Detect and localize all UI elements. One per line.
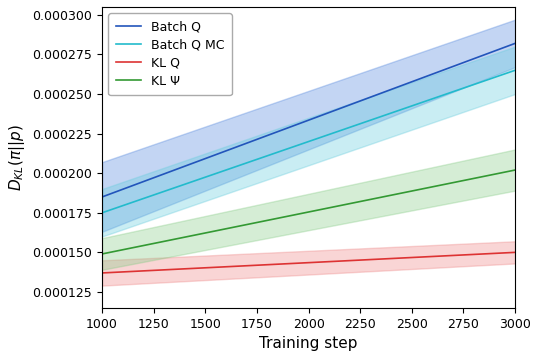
KL Q xyxy=(491,251,498,256)
KL Ψ xyxy=(477,175,483,179)
KL Ψ xyxy=(176,236,182,241)
Batch Q xyxy=(176,166,182,170)
Batch Q xyxy=(512,41,518,45)
Batch Q MC xyxy=(124,202,130,206)
Batch Q MC xyxy=(209,173,215,177)
Batch Q MC xyxy=(99,211,105,215)
Batch Q MC xyxy=(491,75,498,79)
Line: KL Ψ: KL Ψ xyxy=(102,170,515,254)
KL Ψ xyxy=(124,247,130,251)
KL Q xyxy=(116,270,122,274)
Line: Batch Q: Batch Q xyxy=(102,43,515,197)
KL Q xyxy=(209,265,215,270)
Batch Q xyxy=(491,49,498,53)
KL Q xyxy=(124,270,130,274)
Batch Q MC xyxy=(116,205,122,209)
Legend: Batch Q, Batch Q MC, KL Q, KL Ψ: Batch Q, Batch Q MC, KL Q, KL Ψ xyxy=(108,13,232,95)
Batch Q xyxy=(124,185,130,190)
Line: Batch Q MC: Batch Q MC xyxy=(102,70,515,213)
KL Q xyxy=(176,267,182,271)
Line: KL Q: KL Q xyxy=(102,252,515,273)
Y-axis label: $D_{KL}(\pi||p)$: $D_{KL}(\pi||p)$ xyxy=(7,124,27,191)
KL Ψ xyxy=(116,248,122,253)
KL Q xyxy=(99,271,105,275)
X-axis label: Training step: Training step xyxy=(259,336,358,351)
KL Ψ xyxy=(512,168,518,172)
Batch Q MC xyxy=(512,68,518,72)
Batch Q xyxy=(116,189,122,193)
Batch Q xyxy=(477,54,483,59)
Batch Q xyxy=(99,195,105,199)
KL Q xyxy=(477,252,483,256)
Batch Q MC xyxy=(477,80,483,84)
KL Ψ xyxy=(99,252,105,256)
Batch Q xyxy=(209,154,215,158)
KL Q xyxy=(512,250,518,255)
Batch Q MC xyxy=(176,184,182,188)
KL Ψ xyxy=(491,172,498,176)
KL Ψ xyxy=(209,229,215,234)
